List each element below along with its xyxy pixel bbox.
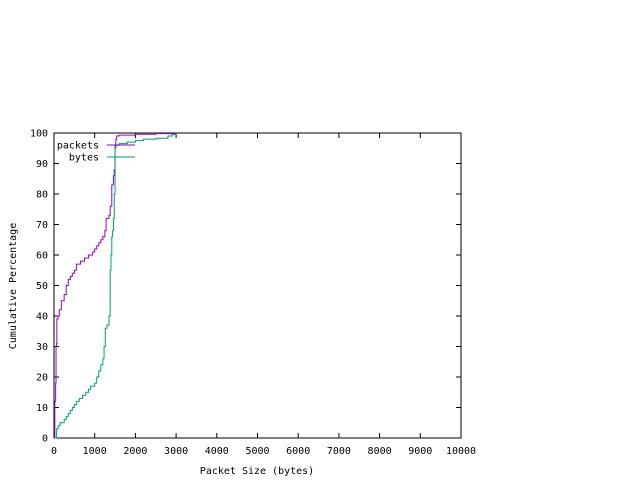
y-axis-label: Cumulative Percentage <box>8 223 19 349</box>
x-axis-label: Packet Size (bytes) <box>200 466 314 477</box>
y-tick-label: 40 <box>36 312 48 323</box>
y-tick-label: 90 <box>36 159 48 170</box>
x-tick-label: 5000 <box>245 446 269 457</box>
series-layer <box>54 133 177 439</box>
y-tick-label: 70 <box>36 220 48 231</box>
x-tick-label: 8000 <box>368 446 392 457</box>
y-tick-label: 10 <box>36 403 48 414</box>
x-tick-label: 10000 <box>446 446 476 457</box>
y-tick-label: 100 <box>30 129 48 140</box>
x-tick-label: 4000 <box>205 446 229 457</box>
x-tick-label: 9000 <box>408 446 432 457</box>
x-tick-label: 2000 <box>123 446 147 457</box>
x-tick-label: 0 <box>51 446 57 457</box>
y-tick-label: 50 <box>36 281 48 292</box>
x-axis-ticks: 0 1000 2000 3000 4000 5000 6000 7000 8000 9000 100… <box>51 133 476 457</box>
series-line-bytes <box>54 133 177 439</box>
y-tick-label: 0 <box>42 434 48 445</box>
legend-label-bytes: bytes <box>69 153 99 164</box>
x-tick-label: 1000 <box>83 446 107 457</box>
x-tick-label: 6000 <box>286 446 310 457</box>
x-tick-label: 7000 <box>327 446 351 457</box>
y-tick-label: 20 <box>36 373 48 384</box>
y-tick-label: 80 <box>36 190 48 201</box>
x-tick-label: 3000 <box>164 446 188 457</box>
legend-label-packets: packets <box>57 141 99 152</box>
y-tick-label: 30 <box>36 342 48 353</box>
y-axis-ticks: 0 10 20 30 40 50 60 70 80 90 100 <box>30 129 461 445</box>
y-tick-label: 60 <box>36 251 48 262</box>
